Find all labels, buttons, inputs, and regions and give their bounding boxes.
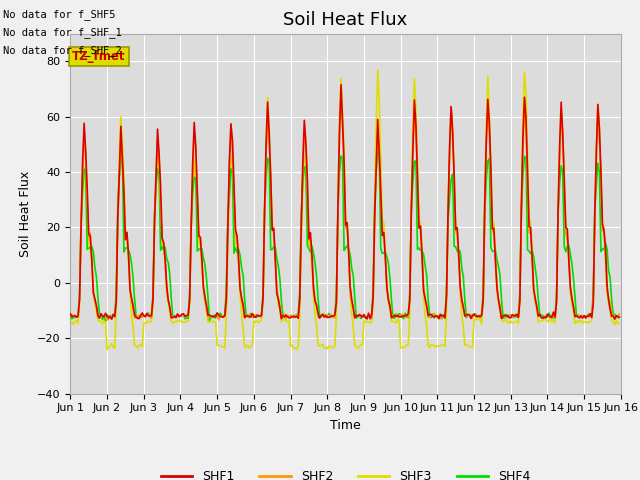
SHF3 — [250, 318, 258, 324]
SHF4 — [374, 149, 381, 155]
SHF2 — [136, 315, 143, 321]
SHF1 — [337, 82, 345, 87]
Text: No data for f_SHF_1: No data for f_SHF_1 — [3, 27, 122, 38]
Line: SHF1: SHF1 — [70, 84, 620, 319]
SHF2 — [616, 311, 623, 317]
SHF1 — [616, 314, 623, 320]
SHF4 — [616, 314, 623, 320]
SHF4 — [259, 290, 267, 296]
Text: No data for f_SHF_2: No data for f_SHF_2 — [3, 45, 122, 56]
SHF4 — [67, 315, 74, 321]
SHF3 — [374, 67, 381, 73]
SHF1 — [248, 311, 256, 316]
Y-axis label: Soil Heat Flux: Soil Heat Flux — [19, 170, 31, 257]
Legend: SHF1, SHF2, SHF3, SHF4: SHF1, SHF2, SHF3, SHF4 — [156, 465, 535, 480]
Title: Soil Heat Flux: Soil Heat Flux — [284, 11, 408, 29]
SHF2 — [588, 312, 596, 318]
SHF4 — [232, 245, 239, 251]
SHF2 — [67, 312, 74, 318]
SHF3 — [308, 260, 316, 266]
Line: SHF2: SHF2 — [70, 95, 620, 320]
SHF1 — [611, 316, 618, 322]
Text: TZ_fmet: TZ_fmet — [72, 50, 125, 63]
SHF4 — [136, 313, 143, 319]
SHF1 — [230, 183, 238, 189]
SHF1 — [307, 229, 314, 235]
SHF3 — [616, 320, 623, 326]
SHF4 — [588, 313, 596, 319]
SHF2 — [308, 260, 316, 266]
SHF1 — [67, 311, 74, 317]
SHF2 — [250, 312, 258, 317]
SHF1 — [586, 311, 594, 316]
SHF4 — [250, 315, 258, 321]
Line: SHF4: SHF4 — [70, 152, 620, 321]
SHF3 — [232, 244, 239, 250]
SHF1 — [258, 312, 266, 318]
SHF1 — [134, 315, 141, 321]
Text: No data for f_SHF5: No data for f_SHF5 — [3, 9, 116, 20]
SHF2 — [259, 298, 267, 304]
SHF3 — [588, 318, 596, 324]
X-axis label: Time: Time — [330, 419, 361, 432]
SHF3 — [103, 347, 111, 352]
SHF2 — [103, 317, 111, 323]
SHF2 — [337, 92, 345, 97]
SHF4 — [308, 243, 316, 249]
SHF4 — [102, 318, 109, 324]
Line: SHF3: SHF3 — [70, 70, 620, 349]
SHF3 — [136, 343, 143, 348]
SHF3 — [259, 294, 267, 300]
SHF2 — [232, 234, 239, 240]
SHF3 — [67, 321, 74, 327]
